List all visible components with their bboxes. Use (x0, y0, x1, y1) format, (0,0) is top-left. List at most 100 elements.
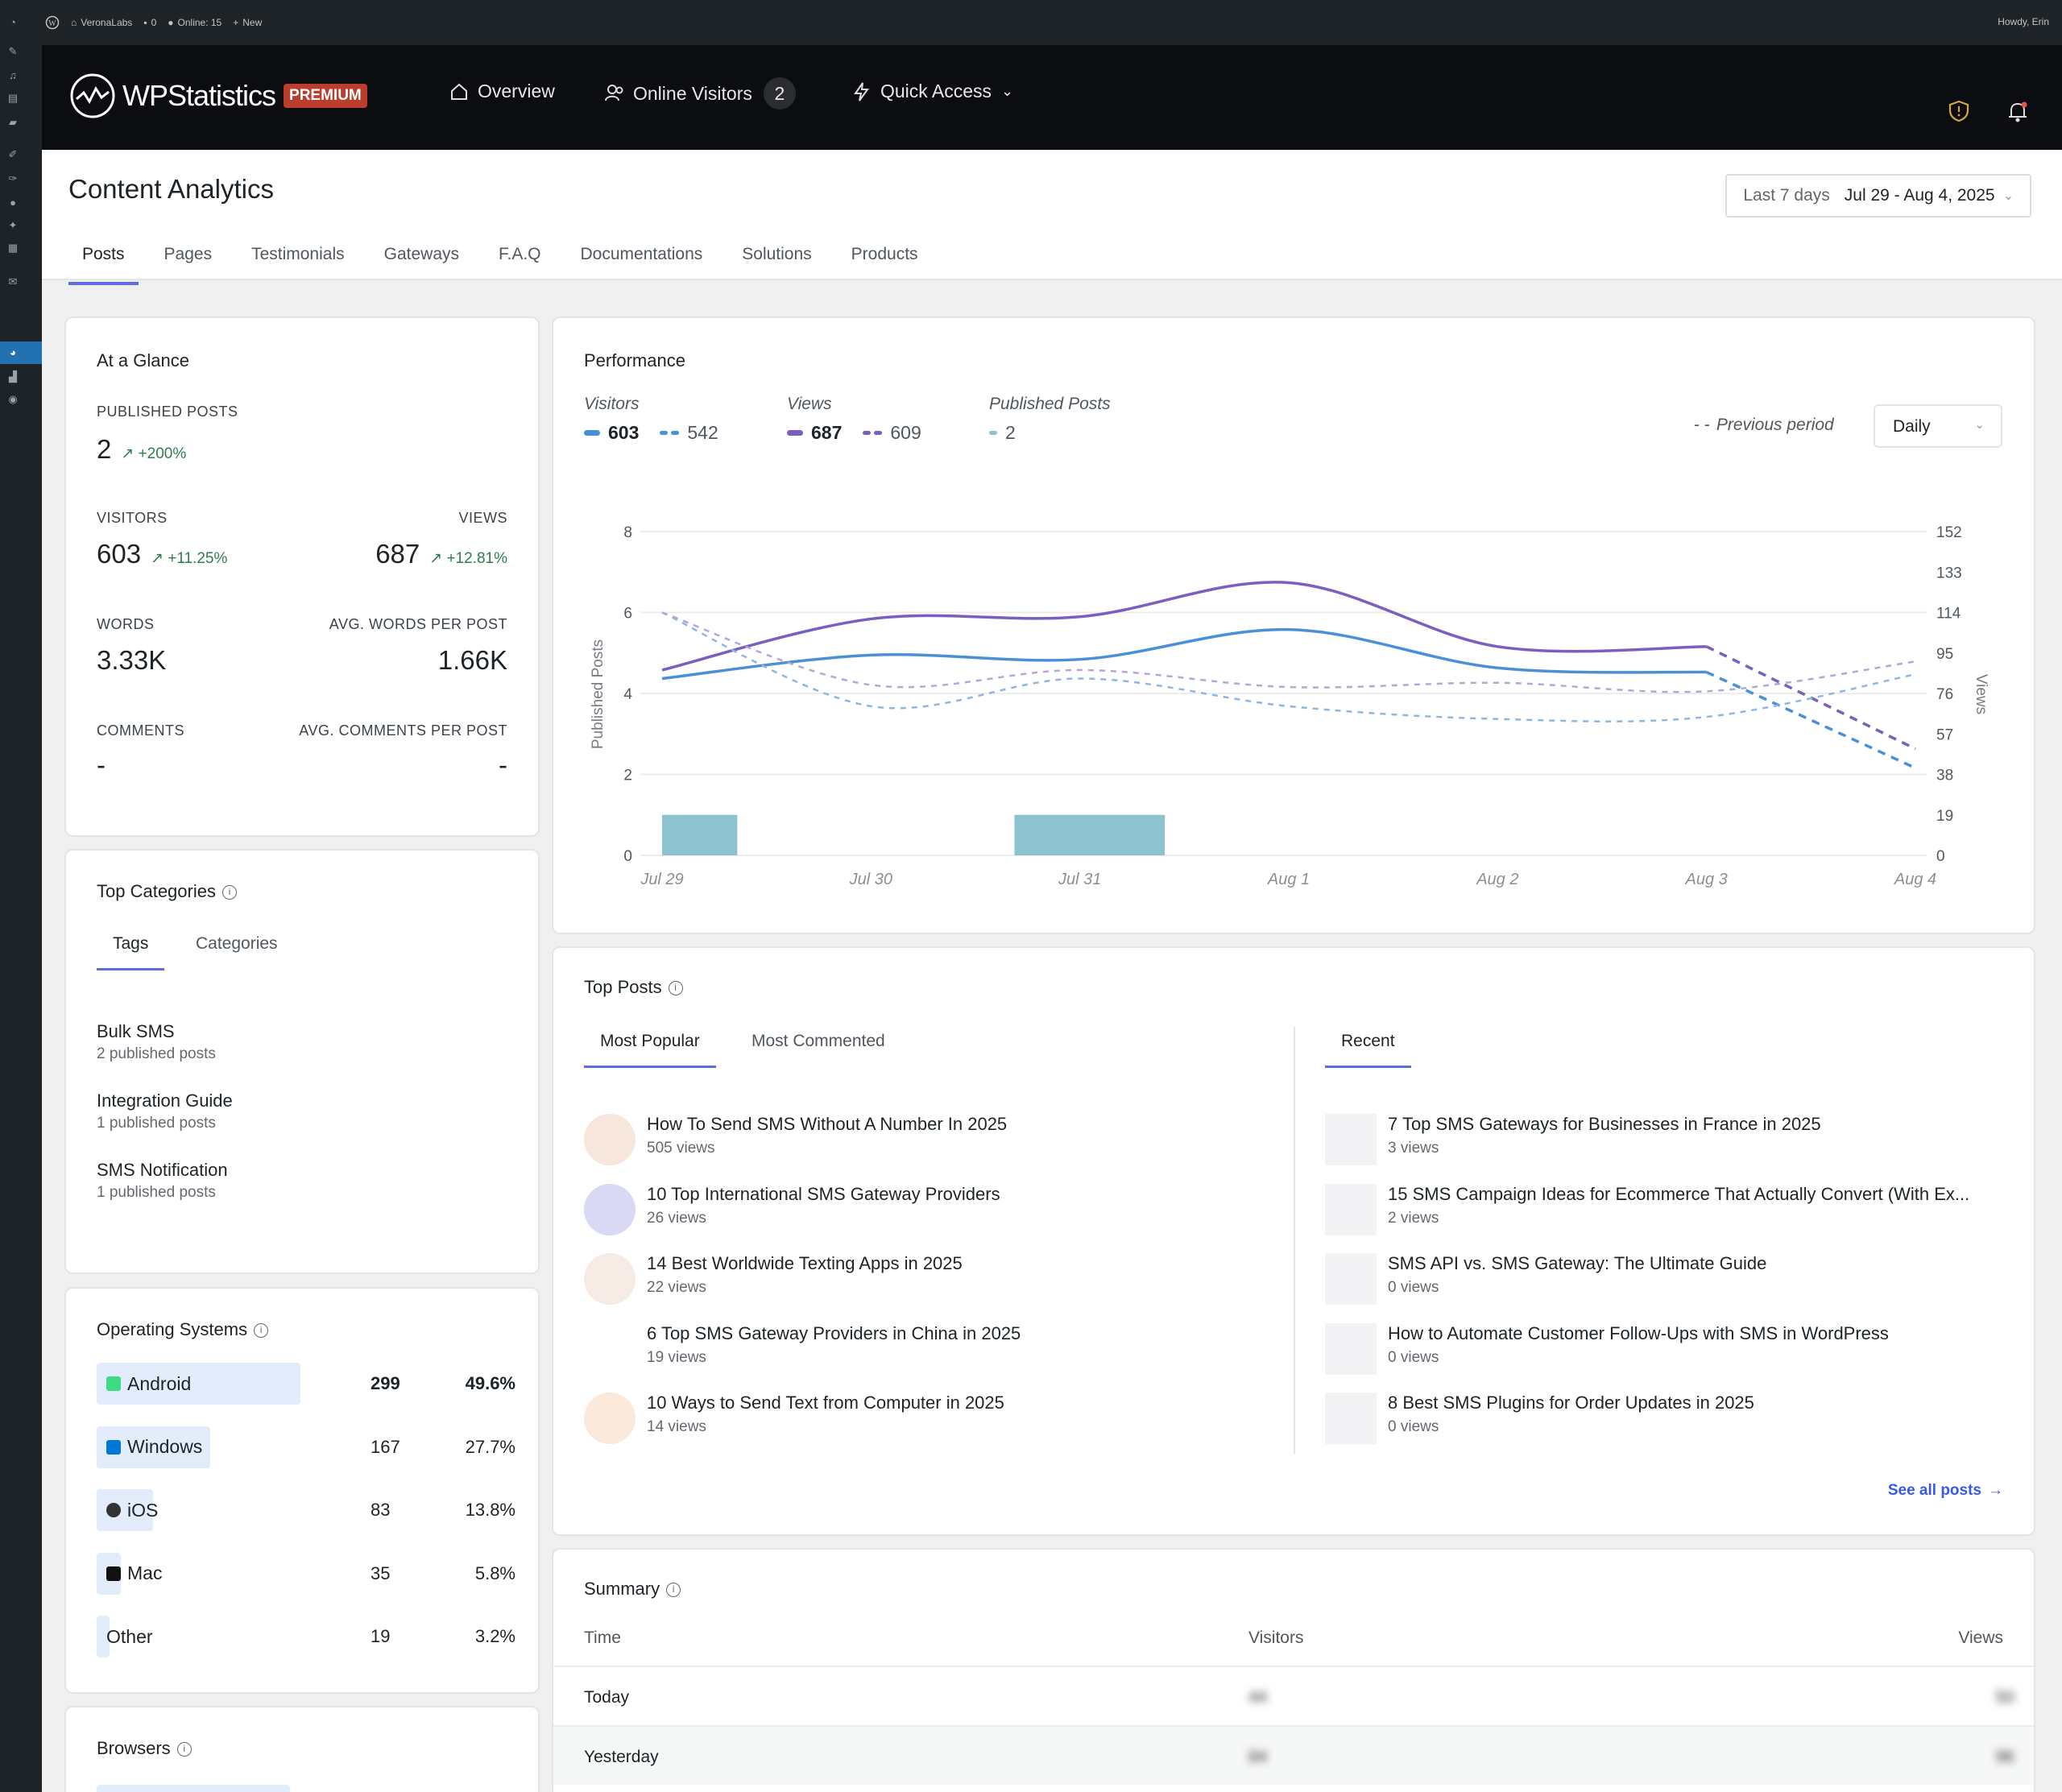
appearance-icon[interactable]: ✐ (8, 148, 18, 160)
info-icon[interactable]: i (222, 885, 237, 900)
nav-overview[interactable]: Overview (449, 81, 555, 102)
recent-post-item[interactable]: 7 Top SMS Gateways for Businesses in Fra… (1325, 1114, 1821, 1165)
tab-testimonials[interactable]: Testimonials (251, 245, 345, 263)
recent-post-item[interactable]: 8 Best SMS Plugins for Order Updates in … (1325, 1393, 1754, 1444)
recent-post-item[interactable]: 15 SMS Campaign Ideas for Ecommerce That… (1325, 1183, 1969, 1235)
tab-most-popular[interactable]: Most Popular (584, 1032, 716, 1068)
tab-gateways[interactable]: Gateways (383, 245, 459, 263)
performance-card: Performance (552, 317, 2035, 934)
col-time: Time (584, 1629, 621, 1647)
x-tick-label: Jul 29 (640, 871, 683, 888)
tab-categories[interactable]: Categories (196, 934, 278, 953)
android-icon (106, 1376, 121, 1391)
popular-post-item[interactable]: 14 Best Worldwide Texting Apps in 2025 22… (584, 1253, 963, 1305)
see-all-posts-link[interactable]: See all posts → (1887, 1482, 2003, 1499)
y-right-tick: 57 (1936, 726, 1953, 743)
y-right-tick: 95 (1936, 646, 1953, 663)
statistics-menu-active[interactable] (0, 341, 42, 364)
admin-bar: W ⌂ VeronaLabs ▪ 0 ● Online: 15 + New Howdy,… (0, 0, 2062, 45)
collapse-icon[interactable]: ◉ (8, 393, 18, 405)
date-range-picker[interactable]: Last 7 days Jul 29 - Aug 4, 2025 ⌄ (1725, 174, 2031, 217)
wp-logo-icon[interactable]: W (45, 15, 60, 30)
site-name-link[interactable]: ⌂ VeronaLabs (71, 17, 133, 28)
views-value: 687 ↗ +12.81% (375, 539, 507, 569)
legend-visitors[interactable]: Visitors 603 542 (584, 395, 718, 443)
list-item[interactable]: SMS Notification 1 published posts (97, 1160, 228, 1201)
bell-icon[interactable] (2006, 100, 2030, 124)
os-row-other: Other 19 3.2% (97, 1616, 516, 1657)
online-link[interactable]: ● Online: 15 (168, 17, 222, 28)
users-icon[interactable]: ● (10, 197, 16, 209)
tab-most-commented[interactable]: Most Commented (752, 1032, 885, 1050)
popular-post-item[interactable]: 6 Top SMS Gateway Providers in China in … (584, 1322, 1021, 1375)
media-icon[interactable]: ♫ (9, 69, 17, 81)
pages-icon[interactable]: ▤ (7, 92, 19, 104)
x-tick-label: Aug 3 (1685, 871, 1728, 888)
browser-row-bar (97, 1785, 290, 1792)
post-thumbnail (584, 1183, 636, 1235)
online-count-badge: 2 (763, 77, 796, 110)
avg-comments-value: - (499, 750, 507, 780)
posts-icon[interactable]: ✎ (8, 45, 18, 57)
info-icon[interactable]: i (668, 981, 683, 996)
os-row-ios: iOS 83 13.8% (97, 1489, 516, 1531)
post-thumbnail (1325, 1253, 1377, 1305)
top-posts-card: Top Posts i Most Popular Most Commented R… (552, 946, 2035, 1536)
y-left-tick: 8 (623, 524, 632, 541)
recent-post-item[interactable]: SMS API vs. SMS Gateway: The Ultimate Gu… (1325, 1253, 1766, 1305)
home-icon: ⌂ (71, 17, 77, 28)
info-icon[interactable]: i (254, 1323, 269, 1339)
change-up: ↗ +200% (121, 445, 187, 462)
reports-icon[interactable]: ▟ (9, 370, 17, 383)
views-line (661, 581, 1707, 672)
mail-icon[interactable]: ✉ (8, 275, 18, 288)
tab-solutions[interactable]: Solutions (742, 245, 812, 263)
plugins-icon[interactable]: ✑ (8, 172, 18, 184)
post-thumbnail (1325, 1183, 1377, 1235)
tab-posts[interactable]: Posts (68, 245, 139, 285)
published-posts-bar (1014, 814, 1166, 855)
interval-select[interactable]: Daily ⌄ (1874, 404, 2002, 448)
x-tick-label: Aug 1 (1267, 871, 1310, 888)
lightning-icon (854, 81, 869, 101)
summary-card: Summary i Time Visitors Views Today 44 50… (552, 1548, 2035, 1792)
my-account-link[interactable]: Howdy, Erin (1998, 16, 2049, 27)
nav-quick-access[interactable]: Quick Access ⌄ (851, 81, 1013, 102)
ios-icon (106, 1503, 121, 1517)
legend-published-posts[interactable]: Published Posts 2 (989, 395, 1111, 443)
tab-recent[interactable]: Recent (1325, 1032, 1411, 1068)
list-item[interactable]: Bulk SMS 2 published posts (97, 1021, 216, 1062)
list-item[interactable]: Integration Guide 1 published posts (97, 1091, 233, 1132)
post-thumbnail (1325, 1114, 1377, 1165)
popular-post-item[interactable]: 10 Ways to Send Text from Computer in 20… (584, 1393, 1004, 1444)
visitors-line-partial (1705, 670, 1916, 770)
top-categories-card: Top Categories i Tags Categories Bulk SMS… (64, 849, 540, 1274)
legend-views[interactable]: Views 687 609 (787, 395, 921, 443)
tab-tags[interactable]: Tags (97, 934, 165, 970)
operating-systems-card: Operating Systems i Android 299 49.6% Window… (64, 1287, 540, 1694)
chevron-down-icon: ⌄ (1001, 83, 1014, 99)
premium-badge: PREMIUM (284, 84, 367, 108)
y-right-tick: 0 (1936, 848, 1945, 865)
wpstatistics-logo[interactable]: WPStatistics PREMIUM (69, 72, 367, 119)
y-right-tick: 133 (1936, 565, 1962, 581)
tools-icon[interactable]: ✦ (8, 219, 18, 231)
tab-documentations[interactable]: Documentations (580, 245, 703, 263)
y-right-tick: 76 (1936, 686, 1953, 703)
dashboard-icon[interactable]: ◔ (10, 16, 16, 28)
settings-icon[interactable]: ▦ (7, 242, 19, 254)
comments-icon[interactable]: ▰ (9, 116, 17, 128)
nav-online-visitors[interactable]: Online Visitors 2 (604, 77, 796, 110)
recent-post-item[interactable]: How to Automate Customer Follow-Ups with… (1325, 1322, 1889, 1375)
tab-products[interactable]: Products (851, 245, 918, 263)
tab-faq[interactable]: F.A.Q (499, 245, 541, 263)
info-icon[interactable]: i (176, 1742, 192, 1757)
performance-chart: 0 2 4 6 8 0 19 38 57 76 95 114 133 152 Published Posts… (590, 524, 1990, 888)
tab-pages[interactable]: Pages (164, 245, 213, 263)
shield-alert-icon[interactable] (1948, 100, 1970, 122)
info-icon[interactable]: i (666, 1583, 681, 1598)
comments-link[interactable]: ▪ 0 (143, 17, 157, 28)
new-content-link[interactable]: + New (233, 17, 263, 28)
popular-post-item[interactable]: How To Send SMS Without A Number In 2025… (584, 1114, 1007, 1165)
popular-post-item[interactable]: 10 Top International SMS Gateway Provide… (584, 1183, 1000, 1235)
